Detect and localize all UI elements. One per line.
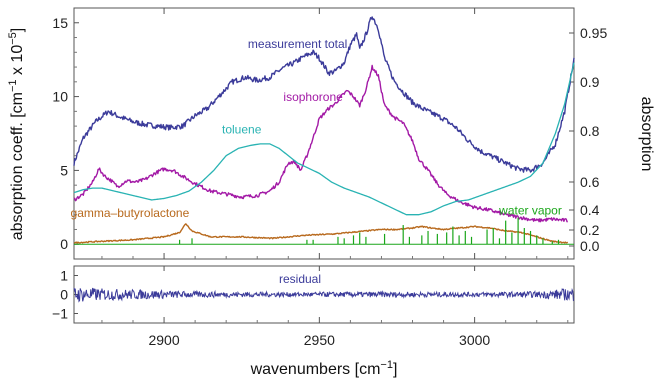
series-isophorone xyxy=(73,64,568,223)
y-right-tick-label: 0.0 xyxy=(580,238,600,254)
main-plot-frame xyxy=(73,7,575,260)
y-left-axis-title: absorption coeff. [cm−1 x 10−5] xyxy=(7,28,26,240)
annotation-gamma-butyrolactone: gamma–butyrolactone xyxy=(71,206,190,220)
y-left-tick-label: 15 xyxy=(52,15,68,31)
y-left-tick-label: 10 xyxy=(52,89,68,105)
series-gamma-butyrolactone xyxy=(73,223,569,244)
residual-tick-label: 1 xyxy=(60,268,68,284)
series-toluene xyxy=(73,62,575,216)
residual-label: residual xyxy=(279,272,321,286)
residual-tick-label: −1 xyxy=(52,306,68,322)
x-axis-title: wavenumbers [cm−1] xyxy=(250,359,398,378)
annotation-isophorone: isophorone xyxy=(283,90,343,104)
x-tick-label: 2950 xyxy=(304,332,335,348)
annotation-measurement-total: measurement total xyxy=(248,37,347,51)
y-left-tick-label: 0 xyxy=(60,236,68,252)
y-right-tick-label: 0.8 xyxy=(580,123,600,139)
x-tick-label: 3000 xyxy=(459,332,490,348)
annotation-water-vapor: water vapor xyxy=(498,204,562,218)
series-annotations: measurement total isophorone toluene gamma–… xyxy=(71,37,562,220)
y-right-tick-label: 0.4 xyxy=(580,202,600,218)
main-series-group xyxy=(73,16,575,245)
y-right-tick-label: 0.95 xyxy=(580,25,607,41)
residual-series-group xyxy=(73,287,575,303)
y-right-tick-label: 0.2 xyxy=(580,222,600,238)
annotation-toluene: toluene xyxy=(222,123,262,137)
y-right-tick-label: 0.9 xyxy=(580,74,600,90)
y-right-axis-title: absorption xyxy=(638,97,655,172)
series-water-vapor xyxy=(74,217,574,245)
x-tick-label: 2900 xyxy=(148,332,179,348)
y-left-tick-label: 5 xyxy=(60,162,68,178)
residual-tick-label: 0 xyxy=(60,287,68,303)
residual-trace xyxy=(73,287,575,303)
series-measurement-total xyxy=(73,16,575,173)
y-right-tick-label: 0.6 xyxy=(580,174,600,190)
